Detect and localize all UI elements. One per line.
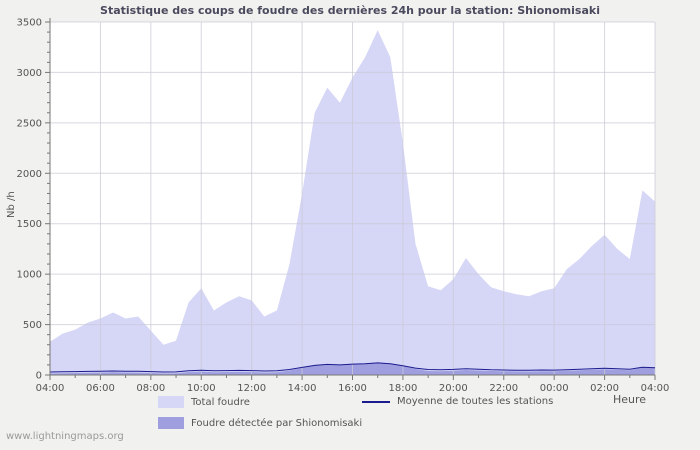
legend-item-detected: Foudre détectée par Shionomisaki xyxy=(158,417,362,429)
legend-swatch-total xyxy=(158,396,184,408)
x-axis-label: Heure xyxy=(613,393,647,406)
x-tick-label: 12:00 xyxy=(237,383,266,394)
chart-title: Statistique des coups de foudre des dern… xyxy=(100,4,600,17)
x-tick-label: 06:00 xyxy=(86,383,115,394)
x-tick-label: 14:00 xyxy=(288,383,317,394)
x-tick-label: 02:00 xyxy=(590,383,619,394)
legend-label-total: Total foudre xyxy=(191,396,250,408)
x-tick-label: 18:00 xyxy=(389,383,418,394)
legend-label-average: Moyenne de toutes les stations xyxy=(397,396,554,407)
watermark: www.lightningmaps.org xyxy=(6,431,124,442)
x-tick-label: 10:00 xyxy=(187,383,216,394)
x-tick-label: 08:00 xyxy=(136,383,165,394)
x-tick-label: 04:00 xyxy=(641,383,670,394)
x-tick-label: 00:00 xyxy=(540,383,569,394)
x-tick-label: 16:00 xyxy=(338,383,367,394)
average-line xyxy=(49,362,656,373)
y-tick-label: 1500 xyxy=(17,219,42,230)
y-tick-label: 2500 xyxy=(17,118,42,129)
legend-swatch-detected xyxy=(158,417,184,429)
x-tick-label: 04:00 xyxy=(36,383,65,394)
y-tick-label: 0 xyxy=(36,371,42,382)
legend-item-total: Total foudre xyxy=(158,396,250,408)
x-tick-label: 22:00 xyxy=(489,383,518,394)
y-tick-label: 1000 xyxy=(17,270,42,281)
y-axis-label: Nb /h xyxy=(6,191,17,218)
y-tick-label: 3500 xyxy=(17,18,42,29)
legend-item-average: Moyenne de toutes les stations xyxy=(362,396,553,407)
y-tick-label: 3000 xyxy=(17,68,42,79)
legend-label-detected: Foudre détectée par Shionomisaki xyxy=(191,417,363,429)
legend-swatch-average xyxy=(362,400,390,403)
y-tick-label: 500 xyxy=(23,320,42,331)
x-tick-label: 20:00 xyxy=(439,383,468,394)
y-tick-label: 2000 xyxy=(17,169,42,180)
